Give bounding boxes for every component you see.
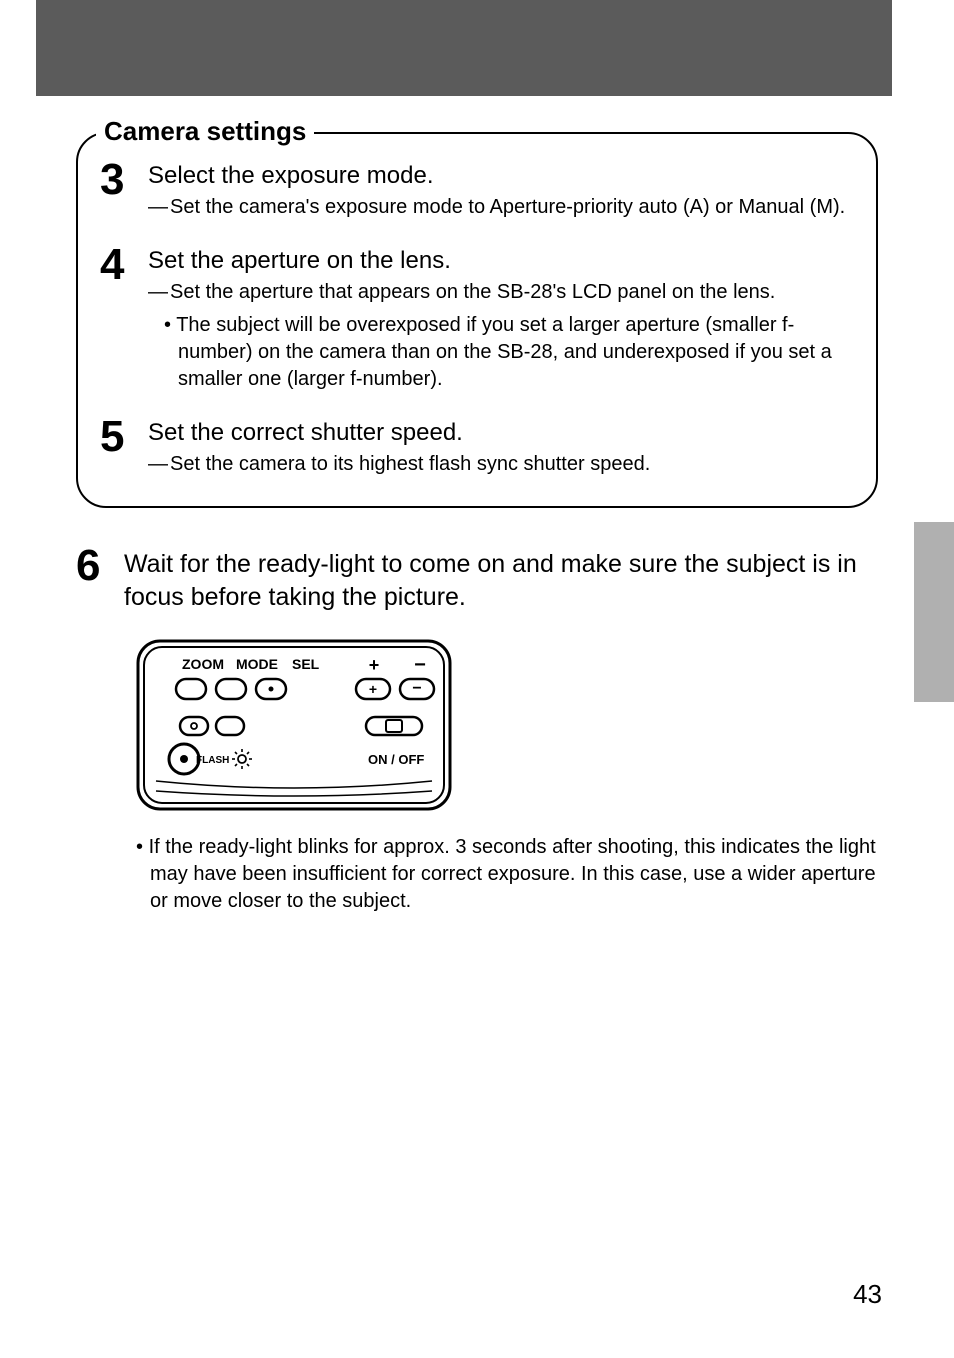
step-bullet: The subject will be overexposed if you s…	[148, 312, 854, 393]
box-legend: Camera settings	[96, 116, 314, 147]
control-panel-diagram: ZOOM MODE SEL + − + −	[134, 637, 878, 822]
step-number: 4	[100, 243, 144, 287]
step-title: Wait for the ready-light to come on and …	[124, 548, 878, 613]
step-subtext: Set the camera's exposure mode to Apertu…	[148, 194, 854, 221]
step-number: 3	[100, 158, 144, 202]
header-band	[36, 0, 892, 96]
step-body: Select the exposure mode. Set the camera…	[144, 162, 854, 227]
label-minus: −	[414, 654, 426, 676]
step-title: Select the exposure mode.	[148, 162, 854, 190]
step-title: Set the correct shutter speed.	[148, 419, 854, 447]
page-content: Camera settings 3 Select the exposure mo…	[76, 118, 878, 921]
step-4: 4 Set the aperture on the lens. Set the …	[100, 247, 854, 399]
step-subtext: Set the aperture that appears on the SB-…	[148, 279, 854, 306]
step-subtext: Set the camera to its highest flash sync…	[148, 451, 854, 478]
step-6-bullet: If the ready-light blinks for approx. 3 …	[120, 834, 878, 915]
label-onoff: ON / OFF	[368, 752, 424, 767]
step-5: 5 Set the correct shutter speed. Set the…	[100, 419, 854, 484]
step-body: Set the aperture on the lens. Set the ap…	[144, 247, 854, 399]
step-title: Set the aperture on the lens.	[148, 247, 854, 275]
label-mode: MODE	[236, 656, 278, 672]
svg-text:+: +	[369, 681, 377, 697]
step-6-section: 6 Wait for the ready-light to come on an…	[76, 548, 878, 915]
side-thumb-tab	[914, 522, 954, 702]
panel-svg: ZOOM MODE SEL + − + −	[134, 637, 454, 817]
label-zoom: ZOOM	[182, 656, 224, 672]
label-plus: +	[369, 655, 380, 675]
svg-text:−: −	[412, 680, 421, 697]
label-sel: SEL	[292, 656, 320, 672]
camera-settings-box: Camera settings 3 Select the exposure mo…	[76, 132, 878, 508]
step-body: Set the correct shutter speed. Set the c…	[144, 419, 854, 484]
step-number: 5	[100, 415, 144, 459]
step-6: 6 Wait for the ready-light to come on an…	[76, 548, 878, 617]
step-number: 6	[76, 544, 120, 588]
page-number: 43	[853, 1279, 882, 1310]
step-3: 3 Select the exposure mode. Set the came…	[100, 162, 854, 227]
step-body: Wait for the ready-light to come on and …	[120, 548, 878, 617]
label-flash: FLASH	[196, 755, 229, 766]
